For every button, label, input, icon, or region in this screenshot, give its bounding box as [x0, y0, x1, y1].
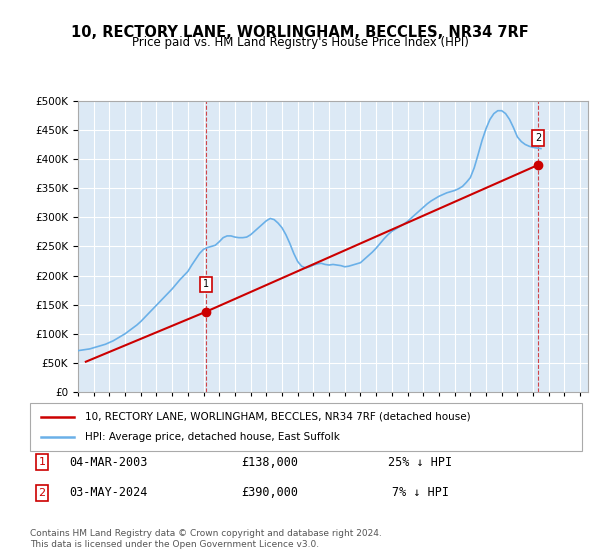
Text: 10, RECTORY LANE, WORLINGHAM, BECCLES, NR34 7RF (detached house): 10, RECTORY LANE, WORLINGHAM, BECCLES, N…: [85, 412, 471, 422]
Text: Contains HM Land Registry data © Crown copyright and database right 2024.
This d: Contains HM Land Registry data © Crown c…: [30, 529, 382, 549]
FancyBboxPatch shape: [30, 403, 582, 451]
Text: 04-MAR-2003: 04-MAR-2003: [69, 455, 147, 469]
Text: 1: 1: [203, 279, 209, 290]
Text: Price paid vs. HM Land Registry's House Price Index (HPI): Price paid vs. HM Land Registry's House …: [131, 36, 469, 49]
Text: £138,000: £138,000: [241, 455, 299, 469]
Text: 2: 2: [535, 133, 541, 143]
Text: 10, RECTORY LANE, WORLINGHAM, BECCLES, NR34 7RF: 10, RECTORY LANE, WORLINGHAM, BECCLES, N…: [71, 25, 529, 40]
Text: £390,000: £390,000: [241, 486, 299, 500]
Text: 7% ↓ HPI: 7% ↓ HPI: [392, 486, 449, 500]
Text: 25% ↓ HPI: 25% ↓ HPI: [388, 455, 452, 469]
Text: 2: 2: [38, 488, 46, 498]
Text: 03-MAY-2024: 03-MAY-2024: [69, 486, 147, 500]
Text: 1: 1: [38, 457, 46, 467]
Text: HPI: Average price, detached house, East Suffolk: HPI: Average price, detached house, East…: [85, 432, 340, 442]
